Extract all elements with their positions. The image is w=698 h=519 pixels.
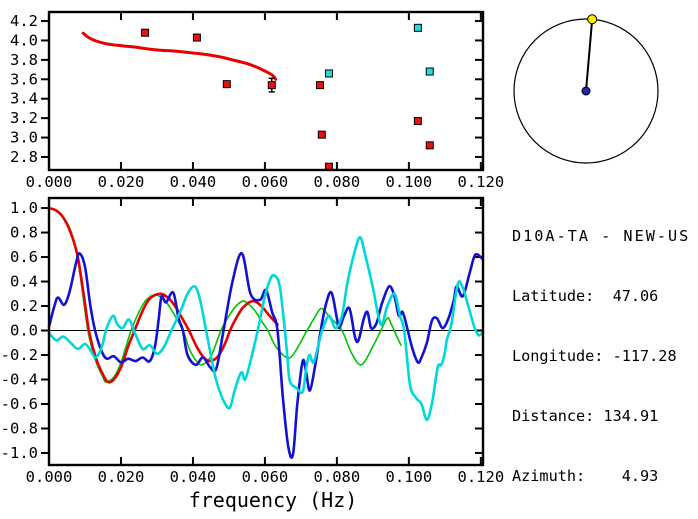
y-tick-label: 4.2 [10, 12, 38, 30]
data-point-marker[interactable] [315, 81, 324, 90]
correlation-spectrum-plot[interactable]: 0.000 0.020 0.040 0.060 0.080 0.100 0.120 -1.0 -… [1, 196, 505, 512]
station-azimuth: Azimuth: 4.93 [512, 467, 659, 485]
series-model-dispersion-curve [81, 31, 278, 81]
y-tick-label: 1.0 [10, 199, 38, 217]
data-point-marker[interactable] [324, 69, 333, 78]
data-point-marker[interactable] [267, 81, 276, 90]
data-point-marker[interactable] [192, 33, 201, 42]
cyan-trace-line [47, 236, 485, 422]
y-tick-label: 0.6 [10, 248, 38, 266]
y-tick-label: 3.2 [10, 109, 38, 127]
data-point-marker[interactable] [413, 117, 422, 126]
series-rejected-picks[interactable] [324, 23, 434, 78]
station-pair-title: D10A-TA - NEW-US [512, 227, 691, 245]
azimuth-ray [585, 19, 594, 92]
series-accepted-picks[interactable] [141, 28, 434, 171]
azimuth-indicator [513, 14, 659, 164]
series-red-trace [47, 206, 279, 384]
plot-frame [47, 10, 485, 172]
x-tick-label: 0.100 [386, 468, 433, 486]
x-tick-label: 0.060 [242, 468, 289, 486]
y-tick-label: 0.2 [10, 297, 38, 315]
data-point-marker[interactable] [141, 28, 150, 37]
x-tick-label: 0.000 [26, 173, 73, 191]
y-tick-label: 4.0 [10, 31, 38, 49]
x-tick-label: 0.080 [314, 173, 361, 191]
azimuth-circle [513, 18, 659, 164]
y-tick-label: 3.6 [10, 70, 38, 88]
y-tick-label: 3.8 [10, 51, 38, 69]
y-tick-label: 2.8 [10, 148, 38, 166]
station-latitude: Latitude: 47.06 [512, 287, 659, 305]
x-tick-label: 0.040 [170, 468, 217, 486]
x-tick-label: 0.020 [98, 468, 145, 486]
x-tick-label: 0.040 [170, 173, 217, 191]
series-green-trace [48, 207, 402, 383]
station-dot [581, 86, 591, 96]
y-tick-label: 3.4 [10, 90, 38, 108]
dispersion-velocity-plot[interactable]: 0.000 0.020 0.040 0.060 0.080 0.100 0.1202.83.… [10, 10, 505, 191]
y-tick-label: -0.6 [1, 395, 38, 413]
x-tick-label: 0.080 [314, 468, 361, 486]
series-cyan-trace [47, 236, 485, 422]
x-tick-label: 0.000 [26, 468, 73, 486]
x-axis-title: frequency (Hz) [189, 488, 358, 512]
x-tick-label: 0.120 [458, 173, 505, 191]
series-blue-trace [47, 252, 485, 459]
y-tick-label: 0.4 [10, 273, 38, 291]
data-point-marker[interactable] [425, 67, 434, 76]
station-info-panel: D10A-TA - NEW-US Latitude: 47.06 Longitu… [512, 186, 690, 519]
x-tick-label: 0.100 [386, 173, 433, 191]
data-point-marker[interactable] [317, 130, 326, 139]
data-point-marker[interactable] [425, 141, 434, 150]
x-tick-label: 0.060 [242, 173, 289, 191]
y-tick-label: 0.0 [10, 322, 38, 340]
red-trace-line [47, 206, 279, 384]
y-tick-label: -0.2 [1, 346, 38, 364]
blue-trace-line [47, 252, 485, 459]
y-tick-label: -0.8 [1, 420, 38, 438]
data-point-marker[interactable] [413, 23, 422, 32]
model-dispersion-curve-line [81, 31, 278, 81]
y-tick-label: -0.4 [1, 371, 38, 389]
data-point-marker[interactable] [222, 80, 231, 89]
plot-frame [47, 196, 485, 467]
y-tick-label: -1.0 [1, 444, 38, 462]
x-tick-label: 0.020 [98, 173, 145, 191]
y-tick-label: 0.8 [10, 224, 38, 242]
x-tick-label: 0.120 [458, 468, 505, 486]
event-dot [587, 14, 598, 25]
y-tick-label: 3.0 [10, 129, 38, 147]
station-distance: Distance: 134.91 [512, 407, 659, 425]
station-longitude: Longitude: -117.28 [512, 347, 677, 365]
green-trace-line [48, 207, 402, 383]
